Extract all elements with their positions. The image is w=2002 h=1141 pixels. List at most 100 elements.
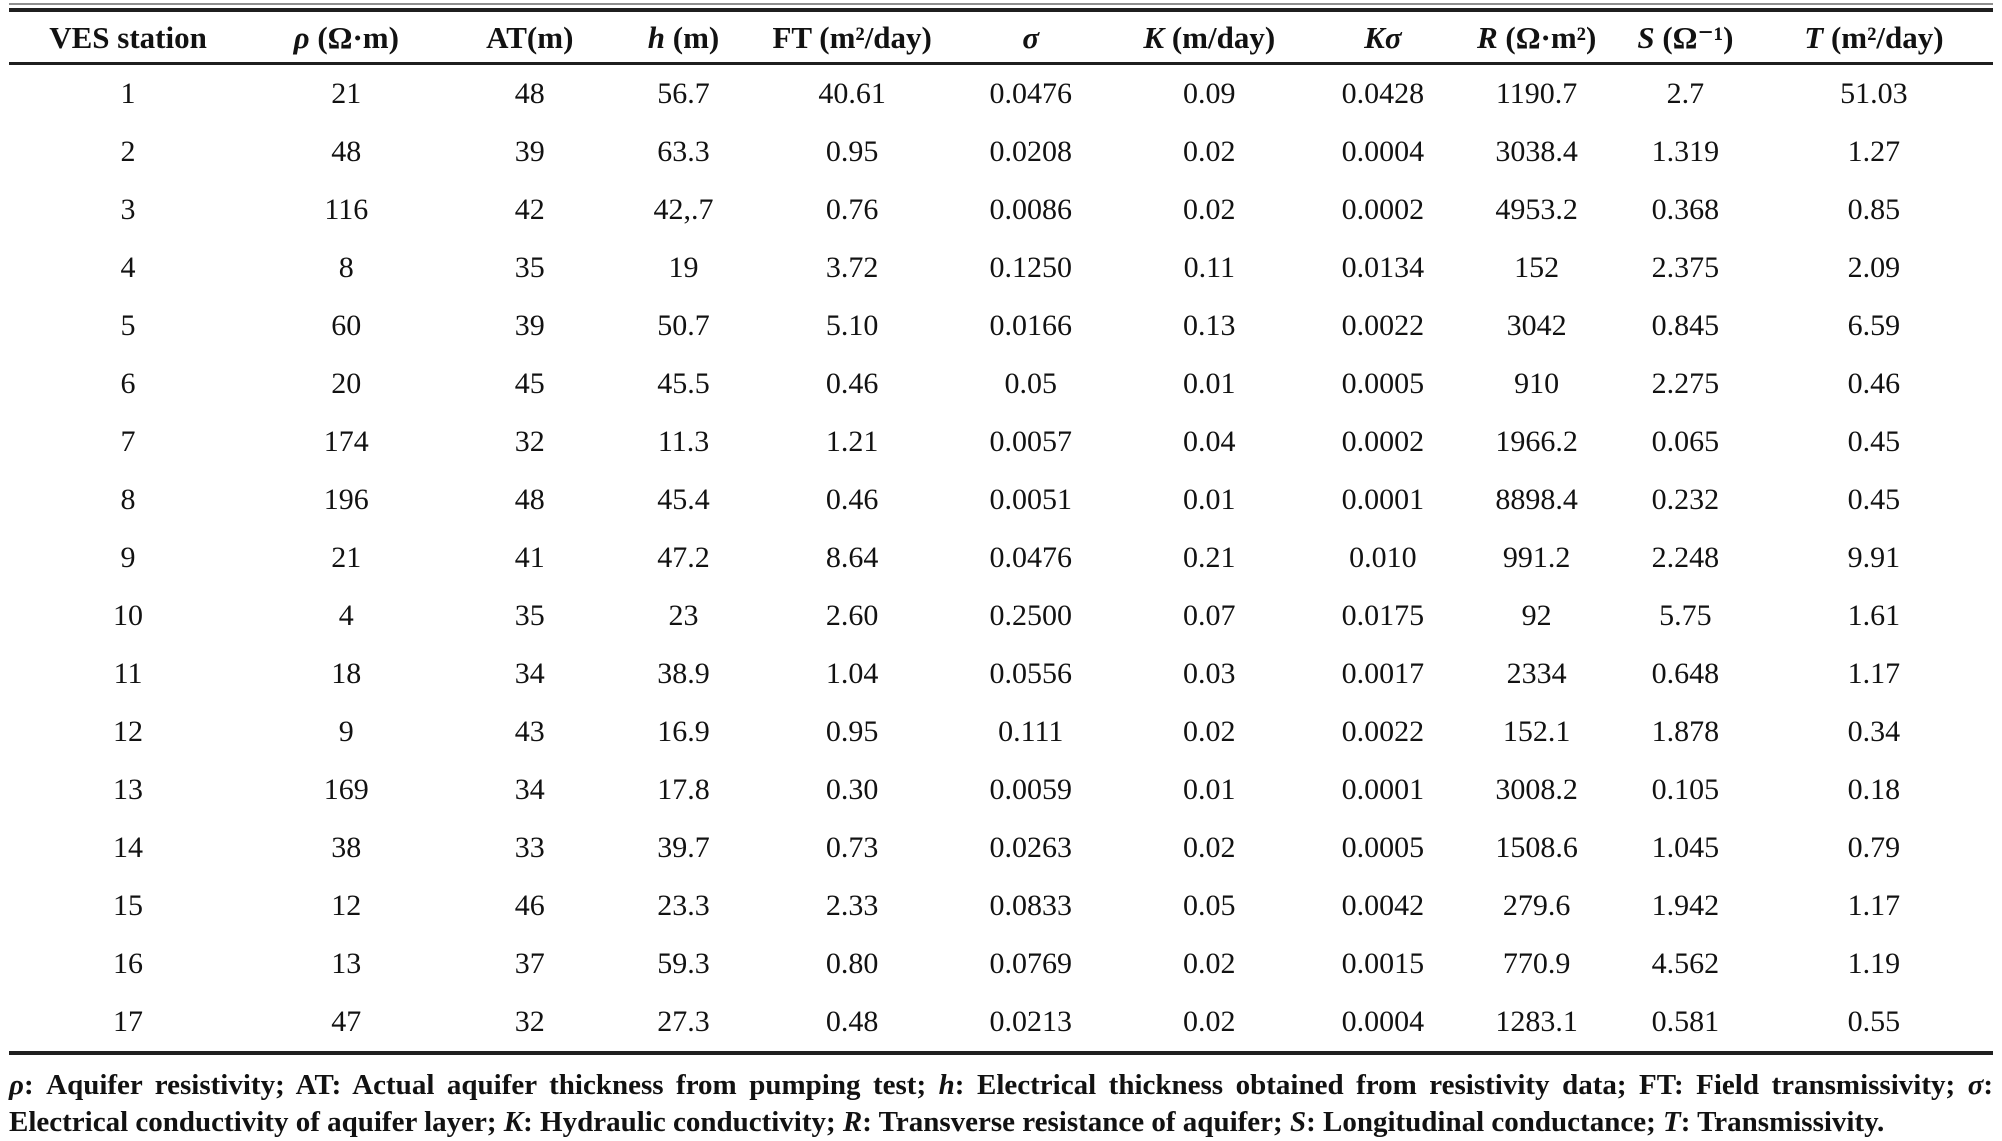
table-cell: 1.21: [825, 425, 879, 458]
table-cell: 0.95: [825, 135, 879, 168]
table-cell: 3: [120, 193, 136, 226]
table-cell: 9: [120, 541, 136, 574]
footnote-text: : Hydraulic conductivity;: [523, 1106, 843, 1138]
table-cell: 0.79: [1847, 831, 1901, 864]
table-cell: 9: [338, 715, 354, 748]
table-cell: 0.46: [825, 367, 879, 400]
table-cell: 37: [514, 947, 545, 980]
top-ghost-rule: [9, 3, 1993, 8]
footnote-text: : Transmissivity.: [1680, 1106, 1885, 1138]
table-cell: 0.05: [1004, 367, 1057, 400]
table-cell: 23.3: [657, 889, 710, 922]
table-cell: 0.46: [1847, 367, 1901, 400]
table-cell: 45: [514, 367, 545, 400]
table-cell: 0.80: [825, 947, 879, 980]
table-cell: 0.48: [752, 993, 952, 1054]
table-cell: 0.0263: [989, 831, 1072, 864]
table-cell: 279.6: [1502, 889, 1571, 922]
table-row: 11 18 34 38.9 1.04 0.0556 0.03 0.0017 2334 0.648 1…: [9, 645, 1993, 703]
table-cell: 21: [331, 77, 362, 110]
table-head: VES station ρ (Ω·m) AT(m) h (m) FT (m²/day) σ…: [9, 10, 1993, 65]
table-cell: 8.64: [825, 541, 879, 574]
table-cell: 0.02: [1183, 135, 1236, 168]
table-cell: 0.0556: [989, 657, 1072, 690]
table-cell: 0.0213: [951, 993, 1111, 1054]
table-cell: 0.46: [825, 483, 879, 516]
table-cell: 48: [514, 77, 545, 110]
table-cell: 47.2: [657, 541, 710, 574]
table-cell: 3042: [1506, 309, 1567, 342]
table-cell: 2.7: [1666, 77, 1705, 110]
table-cell: 0.02: [1183, 947, 1236, 980]
table-cell: 2.375: [1651, 251, 1720, 284]
table-row: 2 48 39 63.3 0.95 0.0208 0.02 0.0004 3038.4 1.319…: [9, 123, 1993, 181]
footnote-text: : Transverse resistance of aquifer;: [862, 1106, 1290, 1138]
table-cell: 21: [331, 541, 362, 574]
table-cell: 0.76: [825, 193, 879, 226]
table-cell: 0.0017: [1341, 657, 1425, 690]
table-cell: 0.010: [1349, 541, 1417, 574]
column-header: h (m): [614, 10, 753, 65]
table-cell: 1.61: [1847, 599, 1901, 632]
table-cell: 0.0833: [989, 889, 1072, 922]
footnote-symbol: ρ: [9, 1069, 24, 1101]
table-row: 16 13 37 59.3 0.80 0.0769 0.02 0.0015 770.9 4.562…: [9, 935, 1993, 993]
table-cell: 0.368: [1651, 193, 1720, 226]
table-cell: 38: [331, 831, 362, 864]
table-cell: 13: [113, 773, 144, 806]
table-cell: 0.0428: [1341, 77, 1425, 110]
table-cell: 47: [247, 993, 446, 1054]
table-cell: 10: [113, 599, 144, 632]
table-cell: 43: [514, 715, 545, 748]
table-cell: 2: [120, 135, 136, 168]
table-cell: 0.05: [1183, 889, 1236, 922]
footnote-symbol: σ: [1967, 1069, 1984, 1101]
table-cell: 14: [113, 831, 144, 864]
column-header: S (Ω⁻¹): [1615, 10, 1755, 65]
table-cell: 0.18: [1847, 773, 1901, 806]
table-cell: 116: [324, 193, 369, 226]
table-cell: 0.2500: [989, 599, 1072, 632]
table-row: 3 116 42 42,.7 0.76 0.0086 0.02 0.0002 4953.2 0.3…: [9, 181, 1993, 239]
table-cell: 1.17: [1847, 657, 1901, 690]
table-cell: 40.61: [818, 77, 886, 110]
table-cell: 38.9: [657, 657, 710, 690]
table-cell: 0.845: [1651, 309, 1720, 342]
table-cell: 0.02: [1183, 831, 1236, 864]
table-cell: 1.17: [1847, 889, 1901, 922]
table-cell: 15: [113, 889, 144, 922]
table-cell: 39.7: [657, 831, 710, 864]
table-cell: 4953.2: [1495, 193, 1578, 226]
table-cell: 0.1250: [989, 251, 1072, 284]
column-header: FT (m²/day): [752, 10, 952, 65]
table-cell: 0.0057: [989, 425, 1072, 458]
table-cell: 5.10: [825, 309, 879, 342]
table-row: 5 60 39 50.7 5.10 0.0166 0.13 0.0022 3042 0.845 6.…: [9, 297, 1993, 355]
column-header: σ: [951, 10, 1111, 65]
table-cell: 60: [331, 309, 362, 342]
footnote-symbol: T: [1663, 1106, 1681, 1138]
table-cell: 17.8: [657, 773, 710, 806]
table-row: 10 4 35 23 2.60 0.2500 0.07 0.0175 92 5.75 1.61: [9, 587, 1993, 645]
table-cell: 0.01: [1183, 483, 1236, 516]
table-cell: 0.95: [825, 715, 879, 748]
table-cell: 3038.4: [1495, 135, 1578, 168]
table-cell: 51.03: [1840, 77, 1908, 110]
table-cell: 0.0166: [989, 309, 1072, 342]
column-header: VES station: [9, 10, 248, 65]
table-cell: 5.75: [1659, 599, 1712, 632]
table-cell: 0.09: [1183, 77, 1236, 110]
table-cell: 48: [331, 135, 362, 168]
table-cell: 33: [514, 831, 545, 864]
table-cell: 45.4: [657, 483, 710, 516]
table-cell: 9.91: [1847, 541, 1901, 574]
table-cell: 0.01: [1183, 773, 1236, 806]
table-cell: 16.9: [657, 715, 710, 748]
table-cell: 4.562: [1651, 947, 1720, 980]
footnote-symbol: K: [503, 1106, 524, 1138]
table-cell: 0.105: [1651, 773, 1720, 806]
table-cell: 0.0042: [1341, 889, 1425, 922]
table-cell: 8: [120, 483, 136, 516]
table-cell: 7: [120, 425, 136, 458]
